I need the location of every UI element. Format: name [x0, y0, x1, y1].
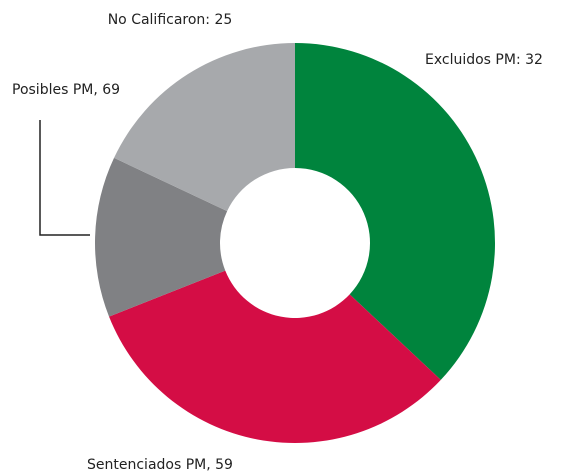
- slice-label: No Calificaron: 25: [108, 12, 233, 28]
- donut-slice: [109, 270, 441, 443]
- slice-label: Excluidos PM: 32: [425, 52, 543, 68]
- donut-slice: [295, 43, 495, 380]
- slice-label: Posibles PM, 69: [12, 82, 120, 98]
- donut-slice: [114, 43, 295, 212]
- donut-slice: [95, 157, 228, 317]
- slice-label: Sentenciados PM, 59: [87, 457, 233, 473]
- leader-line: [39, 120, 90, 236]
